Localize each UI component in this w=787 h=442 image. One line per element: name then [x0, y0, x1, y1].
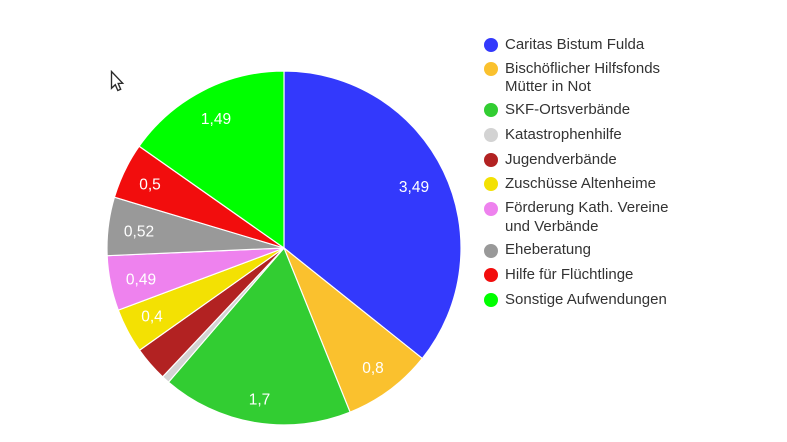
svg-text:1,7: 1,7: [249, 391, 271, 408]
svg-text:0,4: 0,4: [141, 308, 163, 325]
svg-text:0,5: 0,5: [139, 176, 161, 193]
svg-text:0,49: 0,49: [126, 271, 156, 288]
svg-text:0,8: 0,8: [362, 360, 384, 377]
svg-text:1,49: 1,49: [201, 111, 231, 128]
svg-text:3,49: 3,49: [399, 179, 429, 196]
svg-text:0,52: 0,52: [124, 223, 154, 240]
